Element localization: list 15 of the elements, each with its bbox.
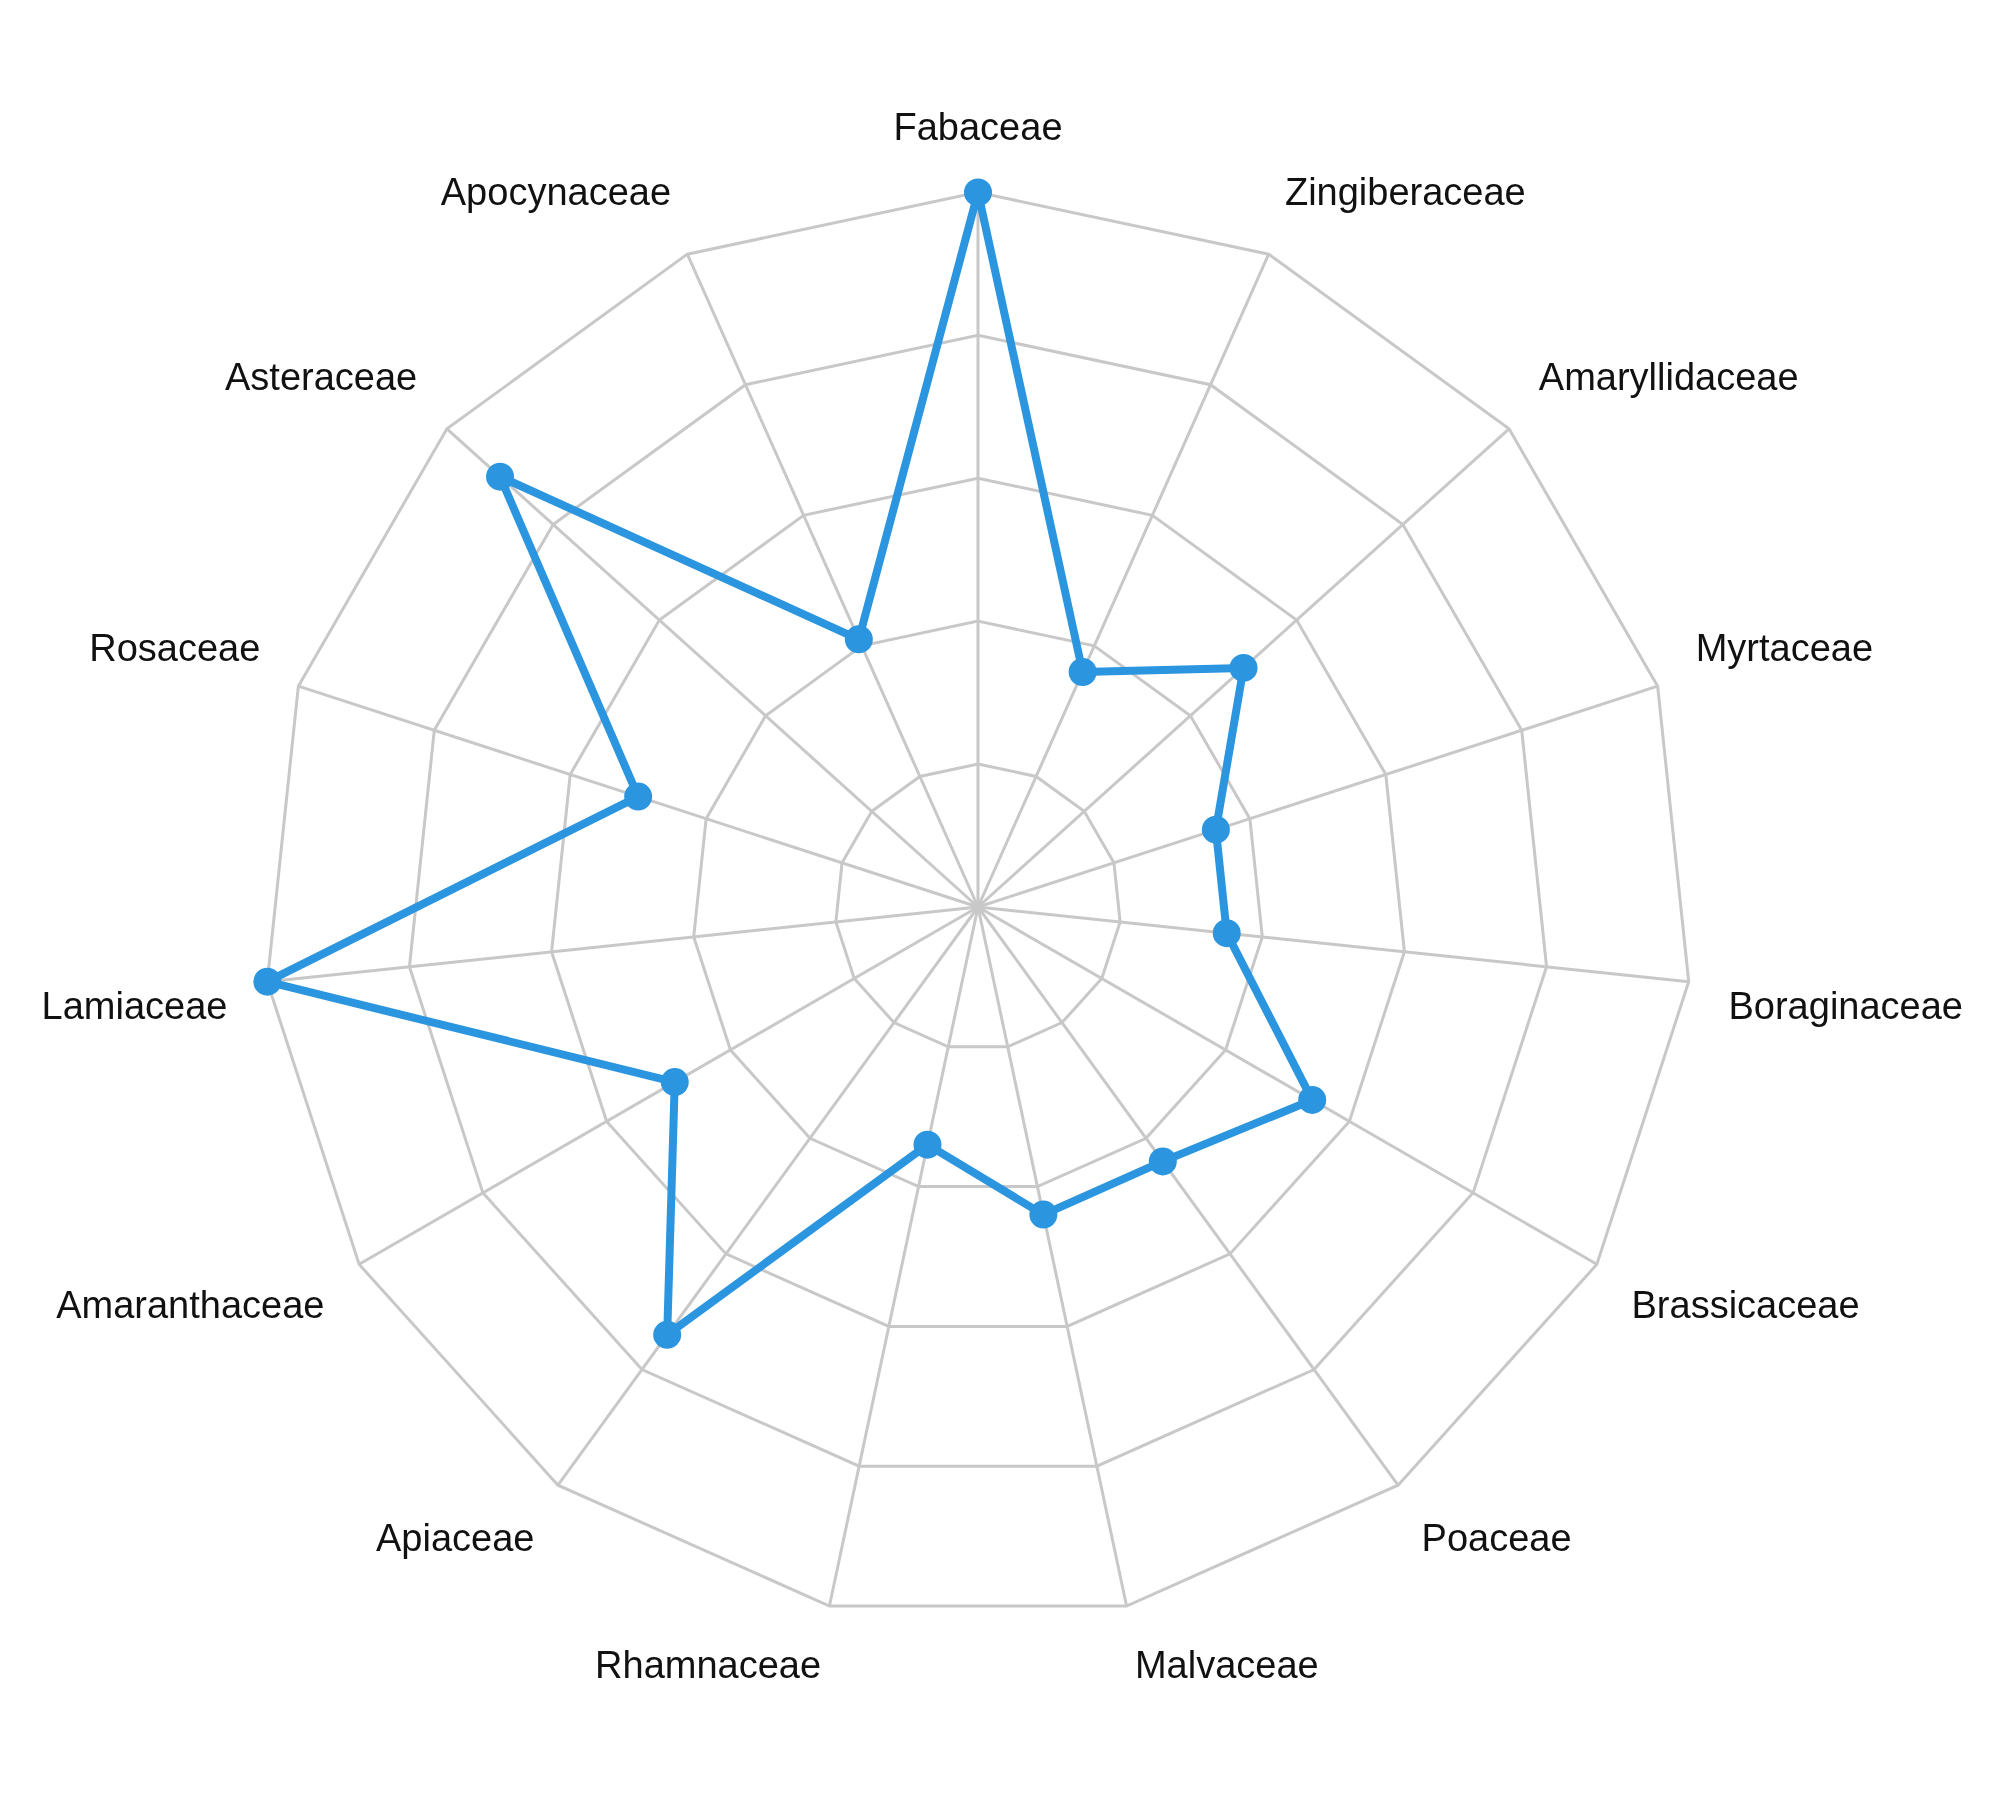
spoke-label: Amaryllidaceae (1538, 355, 1799, 398)
spoke-label: Zingiberaceae (1284, 171, 1526, 214)
spoke-label: Myrtaceae (1695, 627, 1874, 670)
spoke-label: Fabaceae (893, 106, 1063, 149)
spoke-label: Apiaceae (375, 1516, 535, 1559)
spoke-label: Brassicaceae (1631, 1283, 1860, 1326)
spoke-label: Apocynaceae (440, 171, 672, 214)
spoke-label: Rhamnaceae (595, 1644, 822, 1687)
spoke-label: Amaranthaceae (56, 1283, 325, 1326)
spoke-label: Asteraceae (224, 355, 418, 398)
spoke-label: Lamiaceae (41, 985, 228, 1028)
spoke-label: Malvaceae (1134, 1644, 1319, 1687)
spoke-label: Boraginaceae (1728, 985, 1963, 1028)
spoke-label: Rosaceae (89, 627, 261, 670)
spoke-label: Poaceae (1421, 1516, 1572, 1559)
